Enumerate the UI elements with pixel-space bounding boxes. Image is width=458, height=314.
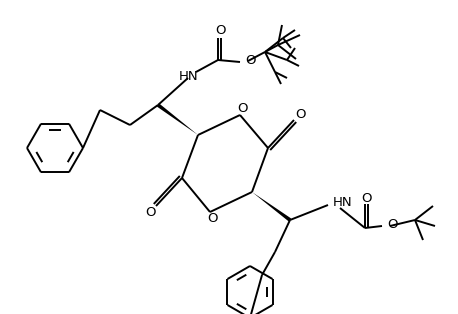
Text: O: O <box>387 219 398 231</box>
Text: HN: HN <box>333 197 353 209</box>
Text: O: O <box>215 24 225 37</box>
Text: O: O <box>361 192 371 204</box>
Polygon shape <box>252 192 291 222</box>
Polygon shape <box>157 104 198 135</box>
Text: O: O <box>295 107 305 121</box>
Text: O: O <box>237 101 247 115</box>
Text: HN: HN <box>179 71 199 84</box>
Text: O: O <box>207 213 217 225</box>
Text: O: O <box>245 55 256 68</box>
Text: O: O <box>145 205 155 219</box>
